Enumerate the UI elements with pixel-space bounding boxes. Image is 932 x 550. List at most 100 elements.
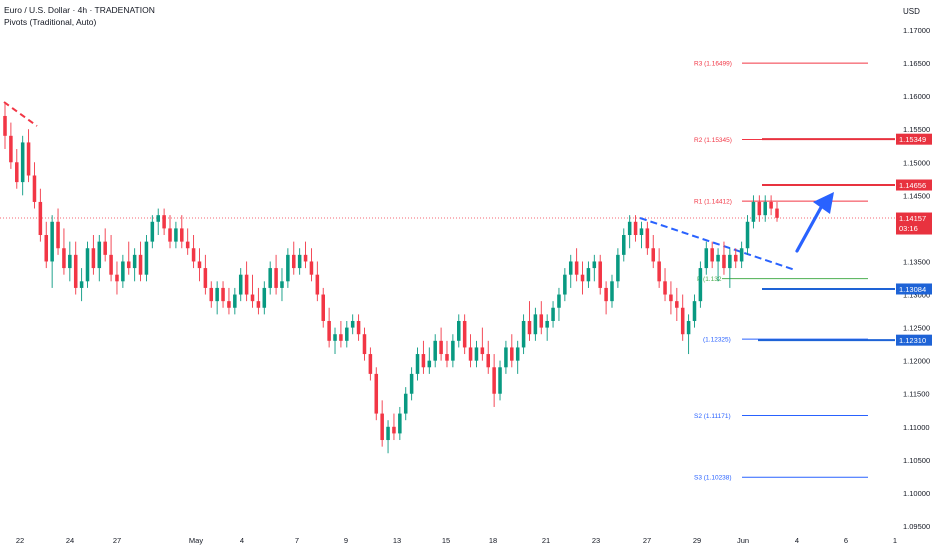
indicator-label[interactable]: Pivots (Traditional, Auto) <box>4 17 97 27</box>
price-tag-label: 1.15349 <box>899 135 926 144</box>
candle-body <box>504 347 508 368</box>
candle-body <box>468 347 473 361</box>
candle-body <box>704 248 709 269</box>
candle-body <box>233 294 237 308</box>
pivot-lines: R3 (1.16499) R2 (1.15345) R1 (1.14412) P (1… <box>694 61 868 482</box>
candle-body <box>126 261 131 269</box>
candle-body <box>633 221 638 236</box>
candle-body <box>474 347 479 361</box>
currency-label: USD <box>903 7 920 16</box>
y-tick-label: 1.12500 <box>903 324 930 333</box>
y-tick-label: 1.10500 <box>903 456 930 465</box>
y-tick-label: 1.11000 <box>903 423 930 432</box>
candle-body <box>91 248 96 269</box>
price-tag-countdown: 03:16 <box>899 224 918 233</box>
price-tag-label: 1.14656 <box>899 181 926 190</box>
candle-body <box>203 268 208 288</box>
candle-body <box>362 334 367 355</box>
candle-body <box>109 254 113 275</box>
candle-body <box>144 241 149 275</box>
candle-body <box>663 281 667 295</box>
candle-body <box>533 314 538 335</box>
candle-body <box>227 301 231 308</box>
candle-body <box>521 320 526 348</box>
candle-body <box>244 274 249 295</box>
pivot-label-s1: (1.12325) <box>703 337 731 344</box>
candle-body <box>280 281 284 288</box>
candle-body <box>168 228 172 242</box>
x-tick-label: 23 <box>592 536 600 545</box>
candle-body <box>350 320 355 328</box>
candle-body <box>645 228 650 249</box>
x-tick-label: 1 <box>893 536 897 545</box>
candle-body <box>757 201 762 216</box>
candle-body <box>421 354 426 368</box>
candle-body <box>598 261 602 288</box>
candle-body <box>191 248 196 262</box>
pivot-label-r1: R1 (1.14412) <box>694 199 732 206</box>
candle-body <box>527 320 532 335</box>
candle-body <box>327 320 331 341</box>
x-tick-label: May <box>189 536 203 545</box>
candle-body <box>763 201 767 216</box>
candle-body <box>445 354 449 361</box>
candle-body <box>551 307 555 321</box>
pivot-label-r2: R2 (1.15345) <box>694 137 732 144</box>
candles <box>3 102 779 454</box>
candle-body <box>250 294 255 302</box>
pivot-label-s2: S2 (1.11171) <box>694 413 731 420</box>
candle-body <box>38 201 43 236</box>
arrow-head <box>813 192 834 214</box>
candle-body <box>303 254 308 262</box>
candle-body <box>692 301 697 321</box>
candle-body <box>262 287 267 308</box>
price-tag-bg <box>896 179 932 191</box>
candle-body <box>686 320 691 335</box>
candle-body <box>480 347 485 355</box>
x-tick-label: 21 <box>542 536 550 545</box>
candle-body <box>274 268 278 288</box>
y-tick-label: 1.13500 <box>903 257 930 266</box>
candle-body <box>221 287 225 302</box>
candle-body <box>398 413 402 434</box>
candle-body <box>368 354 373 374</box>
candle-body <box>622 235 626 255</box>
candle-body <box>616 254 620 282</box>
candle-body <box>457 320 461 341</box>
price-tag-label: 1.14157 <box>899 214 926 223</box>
candle-body <box>563 274 567 295</box>
y-tick-label: 1.16000 <box>903 92 930 101</box>
y-tick-label: 1.15500 <box>903 125 930 134</box>
candle-body <box>121 261 125 282</box>
x-tick-label: 13 <box>393 536 401 545</box>
candle-body <box>604 287 608 302</box>
candle-body <box>180 228 184 242</box>
candle-body <box>68 254 72 269</box>
x-tick-label: 22 <box>16 536 24 545</box>
candle-body <box>286 254 290 282</box>
candle-body <box>97 241 102 269</box>
candle-body <box>32 175 37 202</box>
candle-body <box>392 426 396 434</box>
candle-body <box>356 320 361 335</box>
candle-body <box>20 142 25 183</box>
candle-body <box>557 294 561 308</box>
candle-body <box>9 135 13 163</box>
x-tick-label: 27 <box>643 536 651 545</box>
candle-body <box>639 228 644 236</box>
candle-body <box>415 354 420 374</box>
candle-body <box>44 235 49 262</box>
candle-body <box>462 320 467 348</box>
candle-body <box>710 248 714 262</box>
candle-body <box>132 254 137 269</box>
candle-body <box>174 228 178 242</box>
candle-body <box>403 393 408 414</box>
x-tick-label: 7 <box>295 536 299 545</box>
candle-body <box>716 254 720 262</box>
x-tick-label: 4 <box>795 536 799 545</box>
price-tag-label: 1.12310 <box>899 336 926 345</box>
candle-body <box>657 261 661 282</box>
candle-body <box>156 215 160 222</box>
